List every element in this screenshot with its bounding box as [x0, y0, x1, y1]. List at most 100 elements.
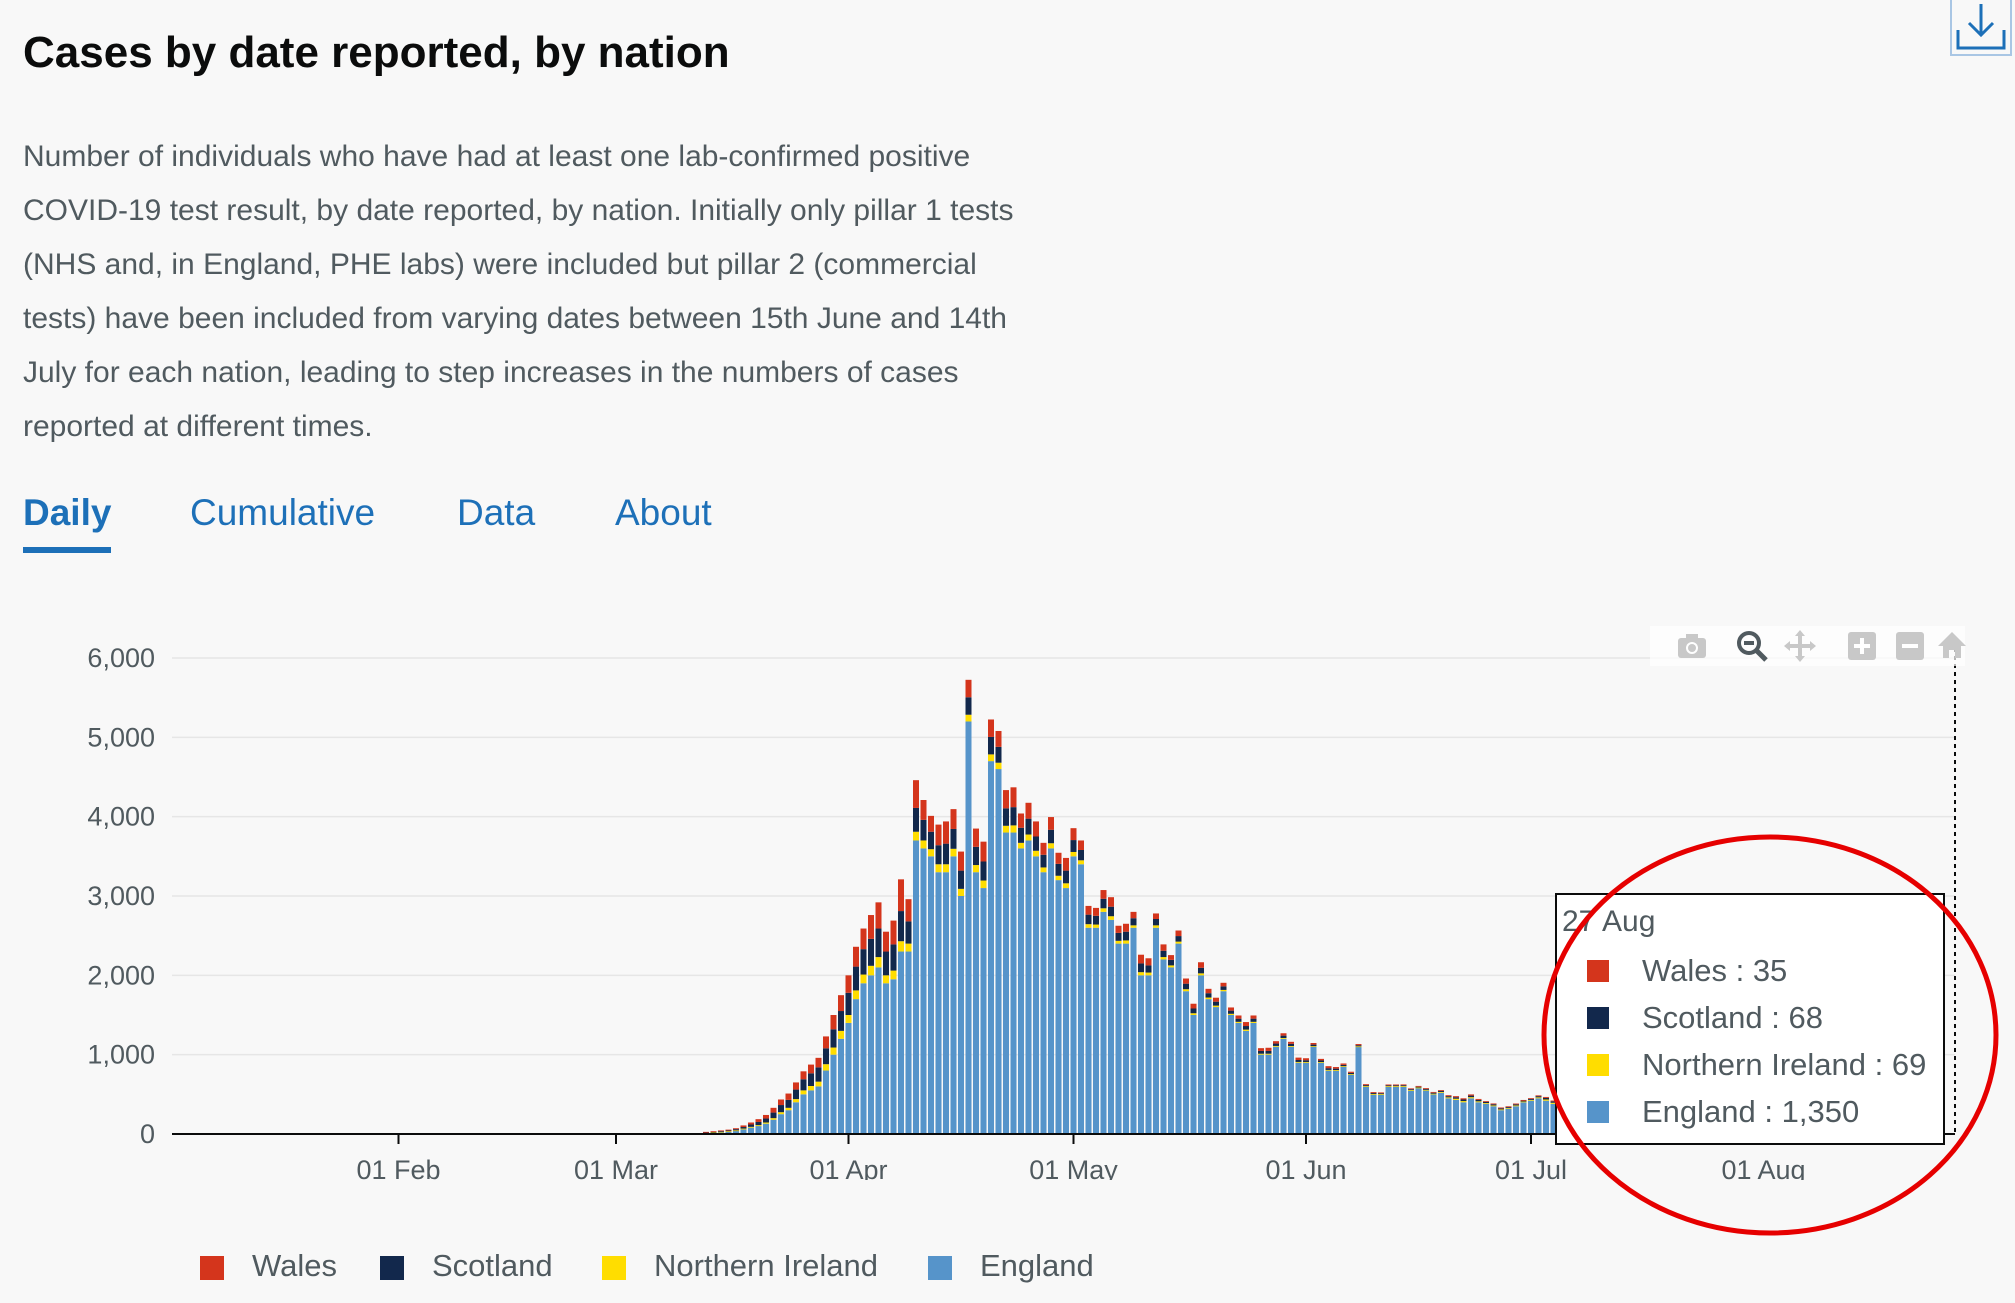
bar-segment-scotland[interactable] — [755, 1121, 762, 1126]
bar-segment-northern-ireland[interactable] — [1303, 1061, 1309, 1063]
bar-segment-wales[interactable] — [853, 946, 859, 967]
bar-segment-northern-ireland[interactable] — [755, 1125, 762, 1127]
bar-segment-scotland[interactable] — [1235, 1018, 1242, 1022]
bar-segment-england[interactable] — [1513, 1106, 1519, 1134]
bar-segment-england[interactable] — [860, 983, 867, 1134]
bar-segment-northern-ireland[interactable] — [1153, 925, 1159, 928]
bar-segment-wales[interactable] — [1093, 907, 1099, 916]
bar-segment-wales[interactable] — [1355, 1044, 1362, 1046]
tab-cumulative[interactable]: Cumulative — [190, 492, 376, 533]
bar-segment-scotland[interactable] — [1258, 1050, 1264, 1054]
bar-segment-england[interactable] — [1033, 856, 1039, 1134]
bar-segment-northern-ireland[interactable] — [1010, 825, 1017, 833]
bar-segment-wales[interactable] — [1363, 1084, 1369, 1086]
bar-segment-wales[interactable] — [1535, 1095, 1542, 1097]
bar-segment-wales[interactable] — [1310, 1043, 1317, 1045]
bar-segment-northern-ireland[interactable] — [950, 848, 957, 857]
bar-segment-northern-ireland[interactable] — [1040, 867, 1047, 873]
bar-segment-wales[interactable] — [1033, 821, 1039, 837]
bar-segment-england[interactable] — [1130, 927, 1137, 1134]
bar-segment-wales[interactable] — [905, 899, 912, 922]
bar-segment-scotland[interactable] — [1445, 1096, 1452, 1098]
bar-segment-northern-ireland[interactable] — [1520, 1101, 1527, 1103]
bar-segment-northern-ireland[interactable] — [1175, 941, 1182, 944]
bar-segment-scotland[interactable] — [1535, 1096, 1542, 1098]
bar-segment-wales[interactable] — [1235, 1015, 1242, 1019]
bar-segment-northern-ireland[interactable] — [980, 880, 987, 889]
bar-segment-scotland[interactable] — [1355, 1045, 1362, 1047]
bar-segment-wales[interactable] — [1430, 1091, 1437, 1093]
bar-segment-northern-ireland[interactable] — [853, 990, 859, 1000]
bar-segment-northern-ireland[interactable] — [1243, 1029, 1249, 1031]
bar-segment-northern-ireland[interactable] — [800, 1090, 807, 1095]
bar-segment-scotland[interactable] — [1205, 993, 1212, 998]
bar-segment-scotland[interactable] — [1475, 1099, 1482, 1102]
bar-segment-england[interactable] — [973, 872, 979, 1134]
bar-segment-scotland[interactable] — [1100, 898, 1107, 909]
bar-segment-northern-ireland[interactable] — [748, 1126, 754, 1128]
bar-segment-scotland[interactable] — [1423, 1088, 1429, 1090]
bar-segment-england[interactable] — [1505, 1108, 1512, 1134]
bar-segment-wales[interactable] — [1138, 954, 1144, 964]
bar-segment-wales[interactable] — [1070, 828, 1077, 841]
bar-segment-wales[interactable] — [1100, 890, 1107, 899]
bar-segment-northern-ireland[interactable] — [740, 1128, 747, 1130]
bar-segment-scotland[interactable] — [838, 1011, 844, 1031]
bar-segment-northern-ireland[interactable] — [1363, 1086, 1369, 1087]
bar-segment-scotland[interactable] — [1040, 854, 1047, 868]
bar-segment-northern-ireland[interactable] — [1123, 940, 1129, 944]
bar-segment-scotland[interactable] — [793, 1089, 799, 1100]
bar-segment-northern-ireland[interactable] — [1033, 850, 1039, 857]
bar-segment-scotland[interactable] — [1130, 918, 1137, 926]
bar-segment-england[interactable] — [1048, 848, 1054, 1134]
bar-segment-northern-ireland[interactable] — [1138, 972, 1144, 976]
bar-segment-wales[interactable] — [1273, 1041, 1279, 1044]
bar-segment-scotland[interactable] — [890, 944, 897, 971]
bar-segment-england[interactable] — [1363, 1086, 1369, 1134]
bar-segment-england[interactable] — [1333, 1070, 1339, 1134]
bar-segment-scotland[interactable] — [988, 736, 994, 755]
bar-segment-northern-ireland[interactable] — [988, 754, 994, 762]
download-button[interactable] — [1950, 0, 2012, 56]
bar-segment-scotland[interactable] — [1325, 1068, 1332, 1070]
bar-segment-scotland[interactable] — [1093, 915, 1099, 925]
bar-segment-wales[interactable] — [1318, 1058, 1324, 1061]
bar-segment-england[interactable] — [1370, 1094, 1377, 1134]
bar-segment-wales[interactable] — [1183, 978, 1189, 984]
bar-segment-scotland[interactable] — [875, 928, 882, 958]
bar-segment-england[interactable] — [1378, 1094, 1384, 1134]
bar-segment-wales[interactable] — [733, 1128, 739, 1130]
bar-segment-northern-ireland[interactable] — [815, 1081, 822, 1087]
bar-segment-scotland[interactable] — [1243, 1026, 1249, 1030]
bar-segment-england[interactable] — [965, 721, 972, 1134]
bar-segment-northern-ireland[interactable] — [1490, 1105, 1497, 1107]
bar-segment-wales[interactable] — [808, 1064, 814, 1074]
bar-segment-wales[interactable] — [815, 1057, 822, 1068]
bar-segment-scotland[interactable] — [883, 951, 889, 976]
bar-segment-england[interactable] — [1393, 1086, 1399, 1134]
bar-segment-england[interactable] — [1280, 1038, 1287, 1134]
bar-segment-scotland[interactable] — [973, 846, 979, 866]
bar-segment-wales[interactable] — [1190, 1003, 1197, 1009]
bar-segment-northern-ireland[interactable] — [913, 831, 919, 841]
bar-segment-england[interactable] — [1190, 1015, 1197, 1134]
bar-segment-england[interactable] — [1160, 959, 1167, 1134]
bar-segment-scotland[interactable] — [1498, 1108, 1504, 1110]
bar-segment-scotland[interactable] — [800, 1079, 807, 1091]
bar-segment-england[interactable] — [1385, 1086, 1392, 1134]
bar-segment-scotland[interactable] — [1505, 1106, 1512, 1108]
bar-segment-northern-ireland[interactable] — [1528, 1099, 1534, 1101]
bar-segment-wales[interactable] — [718, 1130, 724, 1132]
bar-segment-northern-ireland[interactable] — [1145, 972, 1152, 976]
bar-segment-northern-ireland[interactable] — [845, 1015, 852, 1023]
bar-segment-england[interactable] — [980, 888, 987, 1134]
bar-segment-northern-ireland[interactable] — [1408, 1089, 1414, 1091]
bar-segment-england[interactable] — [1168, 967, 1174, 1134]
bar-segment-scotland[interactable] — [868, 938, 874, 966]
bar-segment-wales[interactable] — [995, 730, 1002, 747]
bar-segment-wales[interactable] — [1393, 1084, 1399, 1086]
bar-segment-england[interactable] — [958, 896, 964, 1134]
bar-segment-wales[interactable] — [1085, 905, 1092, 915]
bar-segment-northern-ireland[interactable] — [1535, 1097, 1542, 1099]
bar-segment-scotland[interactable] — [1453, 1097, 1459, 1099]
